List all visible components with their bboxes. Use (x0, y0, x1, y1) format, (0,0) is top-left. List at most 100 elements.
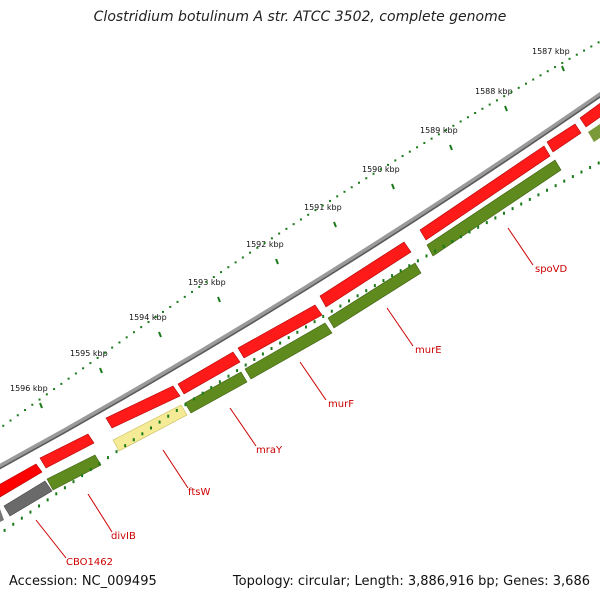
inner-tick (416, 259, 419, 263)
inner-tick (132, 438, 135, 442)
minor-tick (575, 53, 578, 56)
inner-tick (468, 230, 471, 234)
inner-tick (201, 391, 204, 395)
cds-feature[interactable] (579, 99, 600, 128)
gene-label-mraY: mraY (256, 445, 283, 456)
tick-label: 1589 kbp (420, 126, 458, 135)
minor-tick (416, 146, 419, 149)
minor-tick (554, 66, 557, 69)
inner-tick (520, 202, 523, 206)
inner-tick (141, 432, 144, 436)
minor-tick (103, 351, 106, 354)
cds-feature[interactable] (0, 463, 43, 498)
forward-cds-track (0, 99, 600, 498)
inner-tick (63, 486, 66, 490)
inner-tick (167, 414, 170, 418)
minor-tick (350, 186, 353, 189)
inner-tick (313, 320, 316, 324)
inner-tick (322, 314, 325, 318)
inner-tick (511, 207, 514, 211)
minor-tick (45, 393, 48, 396)
gene-feature[interactable] (0, 509, 4, 523)
tick-label: 1594 kbp (129, 313, 167, 322)
inner-tick (227, 374, 230, 378)
minor-tick (154, 315, 157, 318)
inner-tick (382, 279, 385, 283)
gene-feature-murF[interactable] (244, 322, 333, 380)
inner-tick (55, 492, 58, 496)
minor-tick (401, 155, 404, 158)
inner-tick (571, 175, 574, 179)
inner-tick (494, 216, 497, 220)
inner-tick (365, 289, 368, 293)
major-tick (333, 221, 337, 228)
inner-tick (72, 480, 75, 484)
cds-feature[interactable] (319, 241, 412, 308)
inner-tick (425, 254, 428, 258)
cds-feature[interactable] (177, 351, 241, 395)
minor-tick (96, 356, 99, 359)
inner-tick (20, 516, 23, 520)
minor-tick (278, 232, 281, 235)
major-tick (561, 65, 565, 72)
inner-tick (12, 522, 15, 526)
inner-tick (330, 309, 333, 313)
inner-tick (124, 444, 127, 448)
inner-tick (158, 420, 161, 424)
inner-tick (442, 244, 445, 248)
minor-tick (546, 70, 549, 73)
leader-lines (35, 227, 534, 559)
inner-tick (38, 504, 41, 508)
minor-tick (430, 137, 433, 140)
minor-tick (343, 190, 346, 193)
minor-tick (263, 242, 266, 245)
minor-tick (220, 271, 223, 274)
inner-tick (528, 197, 531, 201)
map-title: Clostridium botulinum A str. ATCC 3502, … (93, 9, 507, 25)
minor-tick (125, 336, 128, 339)
inner-tick (106, 456, 109, 460)
inner-tick (451, 239, 454, 243)
inner-tick (348, 299, 351, 303)
cds-feature[interactable] (39, 433, 95, 469)
tick-label: 1595 kbp (70, 349, 108, 358)
cds-feature[interactable] (419, 145, 551, 241)
inner-tick (373, 284, 376, 288)
inner-tick (149, 426, 152, 430)
inner-tick (261, 352, 264, 356)
gene-feature-CBO1462[interactable] (3, 480, 53, 517)
minor-tick (38, 398, 41, 401)
gene-feature-murE[interactable] (327, 262, 422, 329)
minor-tick (2, 424, 5, 427)
accession-text: Accession: NC_009495 (9, 574, 157, 589)
inner-tick (184, 403, 187, 407)
gene-feature-divIB[interactable] (46, 454, 102, 491)
minor-tick (140, 326, 143, 329)
minor-tick (60, 382, 63, 385)
inner-tick (98, 462, 101, 466)
gene-label-ftsW: ftsW (188, 487, 210, 498)
major-tick (99, 367, 103, 374)
gene-label-CBO1462: CBO1462 (66, 557, 113, 568)
minor-tick (205, 280, 208, 283)
cds-feature[interactable] (237, 304, 323, 359)
inner-tick (589, 166, 592, 170)
cds-feature[interactable] (105, 385, 181, 429)
gene-feature-mraY[interactable] (184, 371, 248, 414)
minor-tick (118, 341, 121, 344)
inner-tick (459, 235, 462, 239)
minor-tick (53, 388, 56, 391)
minor-tick (176, 300, 179, 303)
gene-feature-spoVD[interactable] (426, 159, 562, 257)
cds-feature[interactable] (546, 123, 582, 153)
major-tick (391, 183, 395, 190)
gene-feature[interactable] (588, 120, 600, 142)
minor-tick (408, 150, 411, 153)
minor-tick (423, 141, 426, 144)
minor-tick (590, 45, 593, 48)
minor-tick (481, 107, 484, 110)
inner-tick (279, 341, 282, 345)
inner-tick (304, 325, 307, 329)
major-tick (217, 296, 221, 303)
